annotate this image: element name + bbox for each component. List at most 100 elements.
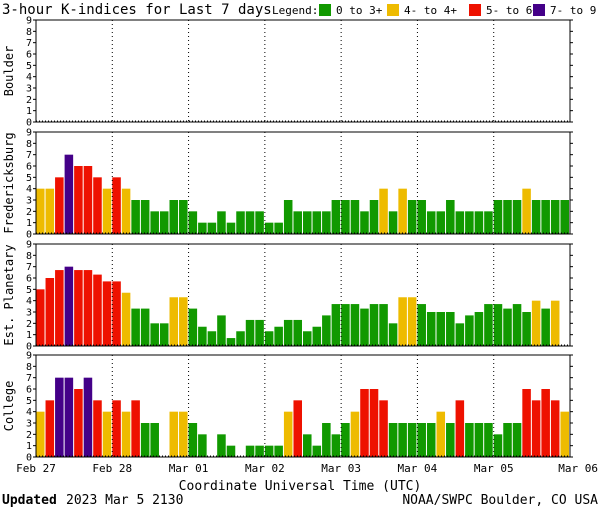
bar — [245, 319, 255, 346]
y-tick-label: 7 — [26, 373, 32, 384]
bar — [207, 331, 217, 346]
bar — [274, 222, 283, 234]
bar — [522, 188, 531, 234]
y-tick-label: 5 — [26, 396, 32, 407]
bar — [503, 308, 512, 346]
bar — [207, 222, 217, 234]
y-tick-label: 1 — [26, 441, 32, 452]
bar — [426, 312, 436, 346]
bar — [560, 411, 569, 457]
y-tick-label: 0 — [26, 342, 32, 353]
bar — [560, 200, 569, 234]
y-tick-label: 1 — [26, 218, 32, 229]
bar — [131, 400, 140, 457]
bar — [541, 308, 550, 346]
legend-label: Legend: — [272, 4, 318, 17]
y-tick-label: 8 — [26, 139, 32, 150]
bar — [217, 434, 226, 457]
panel-label: Boulder — [2, 46, 16, 97]
bar — [474, 211, 484, 234]
bar — [350, 411, 360, 457]
bar — [36, 188, 45, 234]
panel-frame — [35, 19, 571, 123]
bar — [379, 188, 388, 234]
bar — [474, 423, 484, 457]
source-credit: NOAA/SWPC Boulder, CO USA — [402, 493, 598, 508]
bar — [331, 434, 341, 457]
bar — [512, 423, 522, 457]
y-tick-label: 3 — [26, 419, 32, 430]
bar — [55, 377, 64, 457]
bar — [550, 200, 560, 234]
bar — [45, 188, 55, 234]
bar — [36, 289, 45, 346]
y-tick-label: 0 — [26, 453, 32, 464]
legend-swatch-2 — [469, 4, 481, 16]
bar — [550, 400, 560, 457]
legend-swatch-1 — [387, 4, 399, 16]
y-tick-label: 5 — [26, 285, 32, 296]
bar — [121, 188, 131, 234]
bar — [426, 211, 436, 234]
bar — [341, 423, 350, 457]
bar — [74, 270, 83, 346]
y-tick-label: 6 — [26, 274, 32, 285]
bar — [245, 445, 255, 457]
x-tick-label: Feb 27 — [16, 462, 56, 475]
bar — [226, 222, 236, 234]
bar — [531, 400, 541, 457]
x-tick-label: Mar 05 — [474, 462, 514, 475]
legend-label-2: 5- to 6+ — [486, 4, 539, 17]
bar — [179, 411, 188, 457]
bar — [369, 200, 379, 234]
legend-label-1: 4- to 4+ — [404, 4, 457, 17]
bar — [512, 200, 522, 234]
bar — [303, 331, 312, 346]
bar — [503, 423, 512, 457]
bar — [331, 304, 341, 346]
bar — [312, 211, 322, 234]
bar — [159, 211, 169, 234]
y-tick-label: 8 — [26, 251, 32, 262]
bar — [331, 200, 341, 234]
bar — [226, 445, 236, 457]
bar — [140, 423, 150, 457]
bar — [93, 177, 102, 234]
panel-label: College — [2, 381, 16, 432]
y-tick-label: 2 — [26, 319, 32, 330]
legend-swatch-0 — [319, 4, 331, 16]
bar — [55, 270, 64, 346]
panel-frame — [35, 243, 571, 347]
bar — [131, 308, 140, 346]
y-tick-label: 4 — [26, 184, 32, 195]
bar — [169, 297, 179, 346]
bar — [179, 200, 188, 234]
y-tick-label: 6 — [26, 385, 32, 396]
bar — [36, 411, 45, 457]
bar — [236, 211, 245, 234]
y-tick-label: 5 — [26, 173, 32, 184]
bar — [541, 389, 550, 457]
y-tick-label: 3 — [26, 84, 32, 95]
chart-title: 3-hour K-indices for Last 7 days — [2, 2, 272, 18]
bar — [217, 211, 226, 234]
y-tick-label: 1 — [26, 106, 32, 117]
bar — [112, 177, 121, 234]
bar — [550, 300, 560, 346]
x-tick-label: Mar 03 — [321, 462, 361, 475]
bar — [417, 304, 426, 346]
bar — [188, 308, 198, 346]
bar — [531, 200, 541, 234]
bar — [322, 423, 331, 457]
bar — [436, 211, 446, 234]
bar — [102, 281, 112, 346]
bar — [169, 200, 179, 234]
bar — [74, 389, 83, 457]
panel-frame — [35, 131, 571, 235]
bar — [198, 222, 207, 234]
bar — [45, 278, 55, 346]
y-tick-label: 4 — [26, 407, 32, 418]
bar — [322, 211, 331, 234]
